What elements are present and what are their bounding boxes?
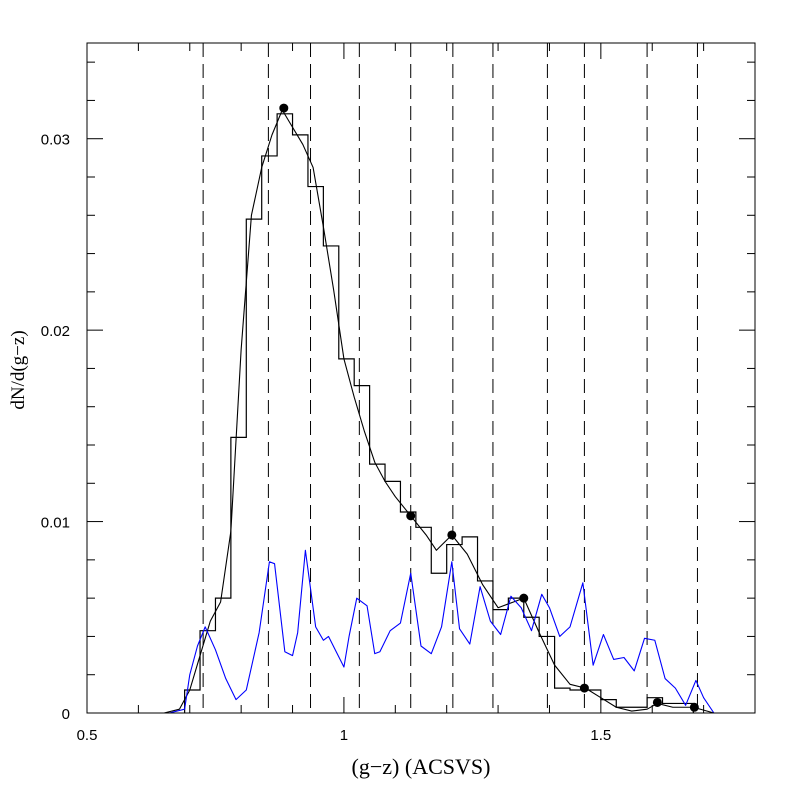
x-tick-label: 1 [340, 727, 348, 744]
peak-point [579, 683, 589, 693]
y-tick-label: 0.01 [41, 515, 70, 532]
plot-frame [86, 42, 756, 714]
y-tick-label: 0.03 [41, 132, 70, 149]
peak-point [447, 530, 457, 540]
histogram-steps [184, 113, 694, 713]
y-tick-label: 0 [62, 706, 70, 723]
histogram-layer [184, 113, 694, 713]
axes-layer [86, 42, 756, 714]
peak-point [689, 702, 699, 712]
x-tick-label: 0.5 [77, 727, 98, 744]
peak-point [519, 593, 529, 603]
y-tick-label: 0.02 [41, 323, 70, 340]
peak-point [406, 511, 416, 521]
tick-labels-layer: 0.5 1 1.5 0 0.01 0.02 0.03 [41, 132, 611, 744]
peak-point [652, 697, 662, 707]
series-layer [87, 109, 755, 714]
peak-point [279, 103, 289, 113]
x-axis-title: (g−z) (ACSVS) [352, 754, 491, 779]
peak-points-layer [279, 103, 699, 712]
y-axis-title: dN/d(g−z) [8, 330, 29, 409]
x-tick-label: 1.5 [590, 727, 611, 744]
series-line-black [87, 109, 755, 714]
series-line-blue [87, 549, 755, 714]
